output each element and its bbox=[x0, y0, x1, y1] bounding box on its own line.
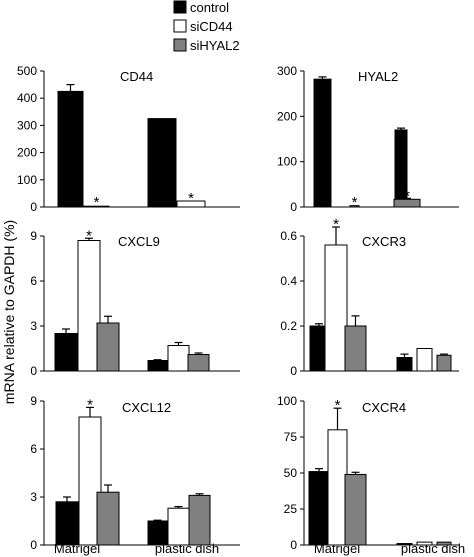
bar-sicd44-plastic-dish bbox=[168, 346, 189, 372]
bar-control-matrigel bbox=[314, 79, 331, 207]
significance-marker: * bbox=[333, 216, 339, 233]
y-tick-label: 0 bbox=[30, 200, 37, 214]
significance-marker: * bbox=[86, 227, 92, 244]
y-axis-label: mRNA relative to GAPDH (%) bbox=[1, 220, 17, 404]
panel-hyal2: 0 100 200 300 * * HYAL2 bbox=[277, 64, 459, 214]
y-tick-label: 400 bbox=[17, 91, 37, 105]
bar-sihyal2-plastic-dish bbox=[437, 542, 451, 545]
panel-title: CXCR3 bbox=[362, 234, 406, 249]
y-tick-label: 3 bbox=[30, 319, 37, 333]
y-tick-label: 75 bbox=[284, 430, 298, 444]
bar-sihyal2-matrigel bbox=[97, 323, 119, 371]
y-tick-label: 0 bbox=[290, 200, 297, 214]
panel-title: CXCL12 bbox=[122, 400, 171, 415]
bar-control-plastic-dish bbox=[397, 358, 412, 372]
y-tick-label: 25 bbox=[284, 502, 298, 516]
panel-title: HYAL2 bbox=[358, 69, 398, 84]
y-tick-label: 0.6 bbox=[280, 229, 297, 243]
bar-sihyal2-matrigel bbox=[345, 474, 366, 545]
panel-cxcr3: 0 0.2 0.4 0.6 * CXCR3 bbox=[280, 216, 459, 378]
y-tick-label: 9 bbox=[30, 394, 37, 408]
y-tick-label: 0.2 bbox=[280, 319, 297, 333]
bar-sicd44-matrigel bbox=[328, 430, 347, 545]
y-tick-label: 100 bbox=[277, 394, 297, 408]
panel-title: CXCL9 bbox=[118, 234, 160, 249]
y-tick-label: 300 bbox=[277, 64, 297, 78]
y-tick-label: 100 bbox=[277, 155, 297, 169]
y-tick-label: 0.4 bbox=[280, 274, 297, 288]
y-tick-label: 0 bbox=[290, 364, 297, 378]
bar-control-plastic-dish bbox=[148, 361, 167, 372]
y-tick-label: 0 bbox=[290, 538, 297, 552]
legend-swatch-sicd44 bbox=[174, 20, 186, 32]
y-tick-label: 6 bbox=[30, 274, 37, 288]
panel-cd44: 0 100 200 300 400 500 * * CD44 bbox=[17, 64, 240, 214]
significance-marker: * bbox=[87, 396, 93, 413]
bar-sicd44-plastic-dish bbox=[417, 542, 432, 545]
panel-cxcl12: 0 3 6 9 * CXCL12 bbox=[30, 394, 240, 552]
panel-cxcr4: 0 25 50 75 100 * CXCR4 bbox=[277, 394, 459, 552]
significance-marker: * bbox=[94, 194, 100, 211]
bar-control-matrigel bbox=[309, 472, 329, 545]
y-tick-label: 9 bbox=[30, 229, 37, 243]
legend-swatch-sihyal2 bbox=[174, 39, 186, 51]
significance-marker: * bbox=[404, 187, 410, 204]
y-tick-label: 200 bbox=[277, 109, 297, 123]
panel-title: CXCR4 bbox=[362, 400, 406, 415]
y-tick-label: 300 bbox=[17, 118, 37, 132]
y-tick-label: 50 bbox=[284, 466, 298, 480]
bar-control-matrigel bbox=[58, 91, 83, 207]
bar-sihyal2-plastic-dish bbox=[189, 495, 210, 545]
bar-sicd44-plastic-dish bbox=[417, 349, 432, 372]
legend-label-control: control bbox=[190, 0, 229, 15]
legend: control siCD44 siHYAL2 bbox=[174, 0, 240, 53]
bar-control-plastic-dish bbox=[397, 544, 412, 545]
bar-control-matrigel bbox=[55, 334, 77, 372]
bar-control-matrigel bbox=[56, 502, 78, 545]
y-tick-label: 500 bbox=[17, 64, 37, 78]
y-tick-label: 0 bbox=[30, 538, 37, 552]
bar-sicd44-matrigel bbox=[325, 245, 347, 371]
panel-title: CD44 bbox=[120, 69, 153, 84]
significance-marker: * bbox=[335, 397, 341, 414]
significance-marker: * bbox=[352, 194, 358, 211]
y-tick-label: 6 bbox=[30, 442, 37, 456]
legend-swatch-control bbox=[174, 1, 186, 13]
bar-sihyal2-matrigel bbox=[345, 326, 366, 371]
legend-label-sihyal2: siHYAL2 bbox=[190, 38, 240, 53]
bar-sihyal2-matrigel bbox=[97, 492, 119, 545]
legend-label-sicd44: siCD44 bbox=[190, 19, 233, 34]
y-tick-label: 100 bbox=[17, 173, 37, 187]
bar-control-plastic-dish bbox=[148, 119, 176, 207]
y-tick-label: 0 bbox=[30, 364, 37, 378]
panel-cxcl9: 0 3 6 9 * CXCL9 bbox=[30, 227, 240, 378]
bar-sicd44-plastic-dish bbox=[168, 508, 189, 545]
y-tick-label: 200 bbox=[17, 146, 37, 160]
bar-control-plastic-dish bbox=[148, 521, 167, 545]
significance-marker: * bbox=[188, 190, 194, 207]
y-tick-label: 3 bbox=[30, 490, 37, 504]
bar-sihyal2-plastic-dish bbox=[437, 355, 451, 371]
bar-sihyal2-plastic-dish bbox=[188, 355, 209, 372]
